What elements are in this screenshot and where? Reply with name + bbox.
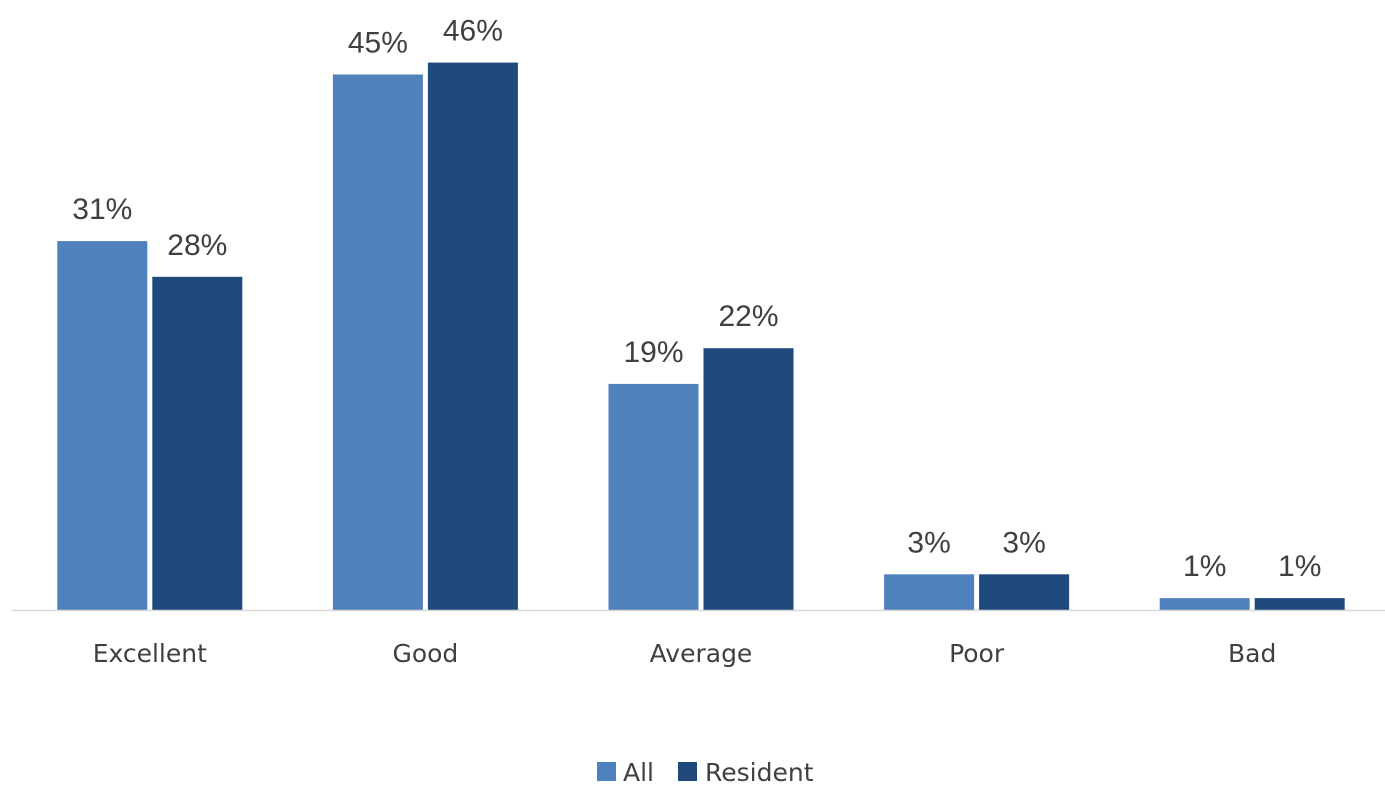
data-label-resident-good: 46% (443, 15, 503, 48)
legend-swatch-resident (678, 762, 697, 781)
data-label-resident-poor: 3% (1002, 526, 1045, 559)
legend-label-resident: Resident (705, 758, 814, 787)
bar-all-bad (1159, 598, 1250, 610)
data-label-all-average: 19% (623, 336, 683, 369)
bars-group (57, 62, 1345, 611)
bar-all-excellent (57, 241, 148, 610)
category-label-excellent: Excellent (93, 639, 207, 668)
category-label-average: Average (650, 639, 753, 668)
category-labels-group: Excellent Good Average Poor Bad (93, 639, 1277, 668)
bar-resident-bad (1254, 598, 1345, 610)
data-label-all-good: 45% (348, 27, 408, 60)
bar-all-good (332, 74, 423, 610)
data-label-resident-average: 22% (718, 300, 778, 333)
legend: All Resident (597, 758, 814, 787)
data-label-all-poor: 3% (907, 526, 950, 559)
bar-resident-poor (979, 574, 1070, 610)
data-label-all-excellent: 31% (72, 193, 132, 226)
bar-resident-average (703, 348, 794, 610)
data-label-all-bad: 1% (1183, 550, 1226, 583)
data-labels-group: 31% 28% 45% 46% 19% 22% 3% 3% 1% 1% (72, 15, 1321, 583)
legend-swatch-all (597, 762, 616, 781)
bar-all-average (608, 383, 699, 610)
data-label-resident-bad: 1% (1278, 550, 1321, 583)
bar-resident-good (427, 62, 518, 611)
bar-resident-excellent (152, 276, 243, 610)
category-label-bad: Bad (1228, 639, 1276, 668)
legend-label-all: All (623, 758, 654, 787)
category-label-poor: Poor (949, 639, 1005, 668)
bar-all-poor (884, 574, 975, 610)
data-label-resident-excellent: 28% (167, 229, 227, 262)
category-label-good: Good (392, 639, 458, 668)
